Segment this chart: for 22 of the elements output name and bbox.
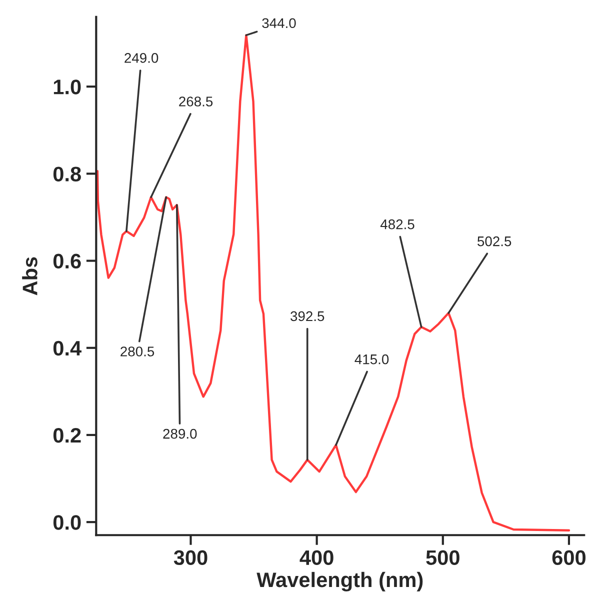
y-tick-label: 0.4	[53, 340, 82, 356]
annotation: 344.0	[262, 18, 296, 28]
y-tick-label: 1.0	[54, 80, 81, 94]
y-tick-label: 0.2	[53, 428, 81, 443]
annotation: 502.5	[478, 236, 512, 246]
y-tick-label: 0.6	[53, 254, 81, 269]
y-tick-label: 0.0	[53, 515, 81, 530]
annotation: 268.5	[179, 96, 213, 106]
annotation: 482.5	[380, 219, 414, 230]
annotation: 280.5	[120, 346, 154, 356]
x-tick-label: 600	[552, 550, 586, 566]
annotation: 249.0	[124, 53, 158, 63]
annotation: 289.0	[163, 428, 197, 439]
x-tick-label: 500	[426, 550, 460, 566]
annotation: 415.0	[354, 354, 389, 364]
x-axis-title: Wavelength (nm)	[256, 572, 423, 592]
line-series	[96, 34, 570, 532]
y-tick-label: 0.8	[53, 166, 81, 182]
y-axis-title: Abs	[22, 257, 38, 296]
x-tick-label: 300	[174, 550, 208, 566]
x-tick-label: 400	[300, 550, 334, 566]
annotation: 392.5	[290, 311, 324, 322]
